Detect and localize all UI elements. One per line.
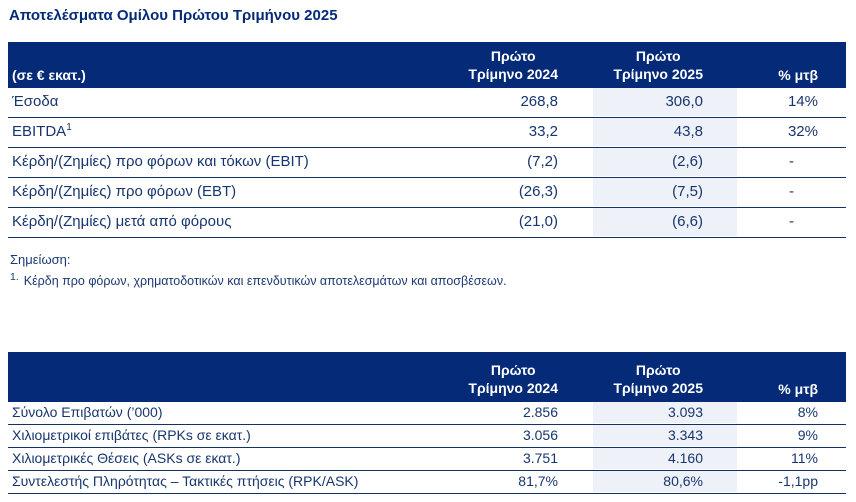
footnote-text: Κέρδη προ φόρων, χρηματοδοτικών και επεν… xyxy=(23,274,507,288)
column-header-change: % μτβ xyxy=(778,67,818,83)
footnote-item: 1. Κέρδη προ φόρων, χρηματοδοτικών και επ… xyxy=(10,270,846,289)
value-q1-2025: 4.160 xyxy=(593,448,737,469)
value-change: - xyxy=(789,153,794,170)
value-q1-2025: 3.093 xyxy=(593,402,737,423)
value-q1-2024: 2.856 xyxy=(522,404,558,420)
table-row-ebit: Κέρδη/(Ζημίες) προ φόρων και τόκων (EBIT… xyxy=(8,148,846,178)
value-change: 11% xyxy=(791,450,818,466)
table-row-rpks: Χιλιομετρικοί επιβάτες (RPKs σε εκατ.) 3… xyxy=(8,425,846,448)
value-change: 9% xyxy=(797,427,818,443)
page-title: Αποτελέσματα Ομίλου Πρώτου Τριμήνου 2025 xyxy=(9,7,338,24)
value-q1-2025: (6,6) xyxy=(593,208,737,236)
column-header-change: % μτβ xyxy=(778,381,818,397)
unit-label: (σε € εκατ.) xyxy=(12,67,86,83)
value-change: -1,1pp xyxy=(778,473,818,489)
value-q1-2024: (21,0) xyxy=(518,213,558,230)
financial-table-header: (σε € εκατ.) Πρώτο Τρίμηνο 2024 Πρώτο Τρ… xyxy=(8,42,846,88)
value-q1-2025: 306,0 xyxy=(593,88,737,116)
row-label: Κέρδη/(Ζημίες) προ φόρων (EBT) xyxy=(12,183,237,200)
column-header-q1-2024-line1: Πρώτο xyxy=(490,47,536,64)
value-q1-2024: 33,2 xyxy=(528,123,558,140)
value-q1-2024: 81,7% xyxy=(518,473,558,489)
footnote-heading: Σημείωση: xyxy=(10,252,71,267)
table-row-ebitda: EBITDA1 33,2 43,8 32% xyxy=(8,118,846,148)
value-q1-2025: 80,6% xyxy=(593,471,737,492)
table-row-load-factor: Συντελεστής Πληρότητας – Τακτικές πτήσει… xyxy=(8,471,846,494)
row-label: Χιλιομετρικές Θέσεις (ASKs σε εκατ.) xyxy=(12,450,241,466)
value-q1-2024: 268,8 xyxy=(520,93,558,110)
value-change: - xyxy=(789,183,794,200)
column-header-q1-2024: Πρώτο Τρίμηνο 2024 xyxy=(430,47,593,83)
value-q1-2024: 3.751 xyxy=(522,450,558,466)
row-label: EBITDA1 xyxy=(12,122,72,141)
traffic-figures-table: Πρώτο Τρίμηνο 2024 Πρώτο Τρίμηνο 2025 % … xyxy=(8,352,846,494)
column-header-q1-2024-line1: Πρώτο xyxy=(490,361,536,378)
column-header-q1-2025-line1: Πρώτο xyxy=(635,47,681,64)
value-q1-2025: (2,6) xyxy=(593,148,737,176)
value-q1-2025: 43,8 xyxy=(593,118,737,146)
row-label: Χιλιομετρικοί επιβάτες (RPKs σε εκατ.) xyxy=(12,427,251,443)
column-header-q1-2024-line2: Τρίμηνο 2024 xyxy=(468,65,558,82)
table-row-revenue: Έσοδα 268,8 306,0 14% xyxy=(8,88,846,118)
value-change: 32% xyxy=(787,123,818,140)
financial-results-table: (σε € εκατ.) Πρώτο Τρίμηνο 2024 Πρώτο Τρ… xyxy=(8,42,846,238)
table-row-ebt: Κέρδη/(Ζημίες) προ φόρων (EBT) (26,3) (7… xyxy=(8,178,846,208)
value-q1-2024: 3.056 xyxy=(522,427,558,443)
table-row-net-profit: Κέρδη/(Ζημίες) μετά από φόρους (21,0) (6… xyxy=(8,208,846,238)
column-header-q1-2025-line2: Τρίμηνο 2025 xyxy=(613,65,703,82)
footnotes: Σημείωση: 1. Κέρδη προ φόρων, χρηματοδοτι… xyxy=(10,252,846,289)
column-header-q1-2024: Πρώτο Τρίμηνο 2024 xyxy=(430,361,593,397)
traffic-table-header: Πρώτο Τρίμηνο 2024 Πρώτο Τρίμηνο 2025 % … xyxy=(8,352,846,402)
row-label: Έσοδα xyxy=(12,93,59,110)
footnote-number: 1. xyxy=(10,270,19,283)
value-change: 8% xyxy=(797,404,818,420)
value-q1-2024: (26,3) xyxy=(518,183,558,200)
value-change: - xyxy=(789,213,794,230)
column-header-q1-2025-line2: Τρίμηνο 2025 xyxy=(613,379,703,396)
column-header-q1-2025: Πρώτο Τρίμηνο 2025 xyxy=(593,361,737,397)
value-q1-2025: (7,5) xyxy=(593,178,737,206)
table-row-total-passengers: Σύνολο Επιβατών (’000) 2.856 3.093 8% xyxy=(8,402,846,425)
row-label: Κέρδη/(Ζημίες) προ φόρων και τόκων (EBIT… xyxy=(12,153,309,170)
column-header-q1-2025-line1: Πρώτο xyxy=(635,361,681,378)
column-header-q1-2024-line2: Τρίμηνο 2024 xyxy=(468,379,558,396)
value-change: 14% xyxy=(787,93,818,110)
value-q1-2024: (7,2) xyxy=(527,153,558,170)
row-label: Συντελεστής Πληρότητας – Τακτικές πτήσει… xyxy=(12,473,359,489)
value-q1-2025: 3.343 xyxy=(593,425,737,446)
footnote-marker: 1 xyxy=(66,122,72,133)
row-label: Κέρδη/(Ζημίες) μετά από φόρους xyxy=(12,213,232,230)
column-header-q1-2025: Πρώτο Τρίμηνο 2025 xyxy=(593,47,737,83)
table-row-asks: Χιλιομετρικές Θέσεις (ASKs σε εκατ.) 3.7… xyxy=(8,448,846,471)
row-label: Σύνολο Επιβατών (’000) xyxy=(12,404,163,420)
